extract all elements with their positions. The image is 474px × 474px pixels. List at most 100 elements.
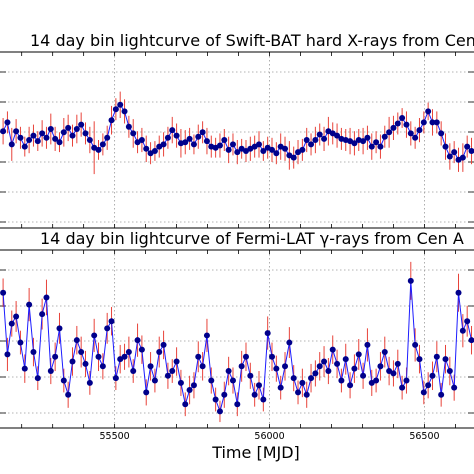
data-point	[399, 115, 406, 121]
data-point	[277, 384, 284, 391]
data-point	[199, 129, 206, 136]
data-point	[429, 372, 436, 379]
x-tick-labels: 55500 56000 56500	[100, 431, 440, 442]
data-point	[255, 382, 262, 389]
data-point	[386, 129, 393, 136]
data-point	[269, 146, 276, 153]
data-point	[195, 133, 202, 140]
data-point	[52, 353, 59, 360]
data-point	[373, 377, 380, 384]
data-point	[299, 379, 306, 386]
x-tick-label: 55500	[100, 431, 130, 442]
data-point	[316, 363, 323, 370]
data-point	[121, 353, 128, 360]
data-point	[8, 141, 15, 148]
data-point	[234, 401, 241, 408]
data-point	[412, 134, 419, 141]
data-point	[164, 372, 171, 379]
data-point	[360, 138, 367, 145]
data-point	[143, 145, 150, 152]
data-point	[160, 141, 167, 148]
data-point	[251, 391, 258, 398]
data-point	[429, 119, 436, 126]
data-point	[334, 360, 341, 367]
data-point	[169, 127, 176, 134]
data-point	[17, 134, 24, 141]
data-point	[112, 106, 119, 113]
data-point	[8, 320, 15, 327]
data-point	[13, 313, 20, 320]
data-point	[164, 134, 171, 141]
data-point	[420, 389, 427, 396]
data-point	[308, 141, 315, 148]
data-point	[286, 339, 293, 346]
panel-1-frame	[0, 51, 474, 229]
data-point	[104, 134, 111, 141]
data-point	[255, 141, 262, 148]
data-point	[325, 368, 332, 375]
data-point	[4, 119, 11, 126]
data-point	[225, 368, 232, 375]
data-point	[459, 154, 466, 161]
data-point	[451, 149, 458, 156]
data-point	[438, 391, 445, 398]
data-point	[407, 130, 414, 137]
data-point	[156, 349, 163, 356]
data-point	[52, 135, 59, 142]
data-point	[468, 337, 474, 344]
panel-2-plot	[0, 250, 474, 428]
data-point	[221, 391, 228, 398]
data-point	[104, 325, 111, 332]
data-point	[143, 389, 150, 396]
data-point	[190, 382, 197, 389]
data-point	[351, 140, 358, 147]
data-point	[108, 318, 115, 325]
data-point	[364, 341, 371, 348]
panel-1-plot	[0, 52, 474, 228]
data-point	[47, 368, 54, 375]
data-point	[394, 120, 401, 127]
data-point	[169, 368, 176, 375]
data-point	[0, 128, 7, 135]
data-point	[186, 135, 193, 142]
data-point	[69, 132, 76, 139]
data-point	[0, 289, 7, 296]
data-point	[446, 368, 453, 375]
data-point	[464, 318, 471, 325]
data-point	[99, 141, 106, 148]
data-point	[433, 353, 440, 360]
data-point	[208, 377, 215, 384]
data-point	[303, 137, 310, 143]
data-point	[177, 379, 184, 386]
data-point	[381, 133, 388, 140]
data-point	[242, 353, 249, 360]
data-point	[238, 363, 245, 370]
data-point	[151, 148, 158, 154]
data-point	[234, 149, 241, 156]
data-point	[216, 408, 223, 415]
data-point	[56, 325, 63, 332]
data-point	[43, 134, 50, 141]
data-point	[95, 146, 102, 153]
data-point	[199, 363, 206, 370]
data-point	[125, 123, 132, 130]
data-point	[26, 301, 33, 308]
data-point	[30, 349, 37, 356]
data-point	[73, 337, 80, 344]
data-point	[334, 132, 341, 139]
data-point	[321, 358, 328, 365]
data-point	[373, 139, 380, 146]
data-point	[260, 148, 267, 154]
data-point	[60, 129, 67, 136]
data-point	[190, 141, 197, 148]
data-point	[308, 375, 315, 382]
data-point	[17, 339, 24, 346]
data-point	[360, 372, 367, 379]
data-point	[368, 143, 375, 150]
data-point	[34, 375, 41, 382]
data-point	[342, 356, 349, 363]
data-point	[65, 391, 72, 398]
data-point	[394, 360, 401, 367]
data-point	[130, 130, 137, 137]
